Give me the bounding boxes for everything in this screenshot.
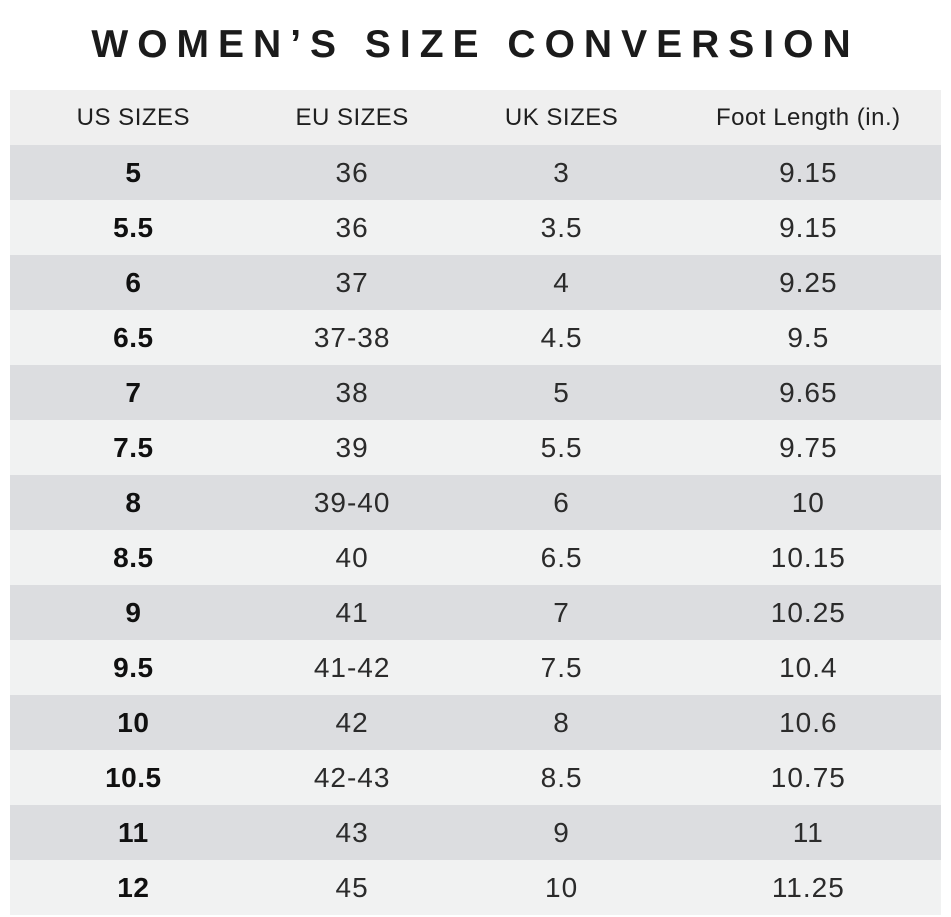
us-size-cell: 9 bbox=[10, 585, 257, 640]
uk-size-cell: 6 bbox=[447, 475, 676, 530]
eu-size-cell: 42-43 bbox=[256, 750, 448, 805]
foot-length-cell: 9.15 bbox=[675, 200, 941, 255]
us-size-cell: 9.5 bbox=[10, 640, 257, 695]
foot-length-cell: 9.65 bbox=[675, 365, 941, 420]
table-row: 10.5 42-43 8.5 10.75 bbox=[10, 750, 941, 805]
foot-length-cell: 9.75 bbox=[675, 420, 941, 475]
table-row: 8.5 40 6.5 10.15 bbox=[10, 530, 941, 585]
uk-size-cell: 8.5 bbox=[447, 750, 676, 805]
uk-size-cell: 10 bbox=[447, 860, 676, 915]
uk-size-cell: 5 bbox=[447, 365, 676, 420]
column-header-eu-sizes: EU SIZES bbox=[256, 90, 448, 145]
us-size-cell: 8 bbox=[10, 475, 257, 530]
eu-size-cell: 41 bbox=[256, 585, 448, 640]
table-row: 5.5 36 3.5 9.15 bbox=[10, 200, 941, 255]
us-size-cell: 7.5 bbox=[10, 420, 257, 475]
eu-size-cell: 39 bbox=[256, 420, 448, 475]
foot-length-cell: 10 bbox=[675, 475, 941, 530]
title-band: WOMEN’S SIZE CONVERSION bbox=[0, 0, 951, 90]
eu-size-cell: 45 bbox=[256, 860, 448, 915]
uk-size-cell: 3.5 bbox=[447, 200, 676, 255]
eu-size-cell: 37-38 bbox=[256, 310, 448, 365]
eu-size-cell: 37 bbox=[256, 255, 448, 310]
eu-size-cell: 41-42 bbox=[256, 640, 448, 695]
table-row: 9 41 7 10.25 bbox=[10, 585, 941, 640]
foot-length-cell: 9.5 bbox=[675, 310, 941, 365]
us-size-cell: 5.5 bbox=[10, 200, 257, 255]
uk-size-cell: 4.5 bbox=[447, 310, 676, 365]
table-header-row: US SIZES EU SIZES UK SIZES Foot Length (… bbox=[10, 90, 941, 145]
eu-size-cell: 36 bbox=[256, 145, 448, 200]
foot-length-cell: 10.6 bbox=[675, 695, 941, 750]
table-row: 9.5 41-42 7.5 10.4 bbox=[10, 640, 941, 695]
eu-size-cell: 36 bbox=[256, 200, 448, 255]
us-size-cell: 10.5 bbox=[10, 750, 257, 805]
column-header-foot-length: Foot Length (in.) bbox=[675, 90, 941, 145]
table-row: 10 42 8 10.6 bbox=[10, 695, 941, 750]
uk-size-cell: 7 bbox=[447, 585, 676, 640]
column-header-uk-sizes: UK SIZES bbox=[447, 90, 676, 145]
table-row: 11 43 9 11 bbox=[10, 805, 941, 860]
us-size-cell: 12 bbox=[10, 860, 257, 915]
page-title: WOMEN’S SIZE CONVERSION bbox=[91, 23, 860, 66]
foot-length-cell: 10.25 bbox=[675, 585, 941, 640]
uk-size-cell: 5.5 bbox=[447, 420, 676, 475]
foot-length-cell: 9.25 bbox=[675, 255, 941, 310]
table-row: 12 45 10 11.25 bbox=[10, 860, 941, 915]
uk-size-cell: 8 bbox=[447, 695, 676, 750]
us-size-cell: 5 bbox=[10, 145, 257, 200]
foot-length-cell: 11.25 bbox=[675, 860, 941, 915]
foot-length-cell: 9.15 bbox=[675, 145, 941, 200]
table-row: 5 36 3 9.15 bbox=[10, 145, 941, 200]
column-header-us-sizes: US SIZES bbox=[10, 90, 257, 145]
eu-size-cell: 39-40 bbox=[256, 475, 448, 530]
eu-size-cell: 38 bbox=[256, 365, 448, 420]
eu-size-cell: 43 bbox=[256, 805, 448, 860]
size-conversion-table: US SIZES EU SIZES UK SIZES Foot Length (… bbox=[10, 90, 941, 915]
uk-size-cell: 7.5 bbox=[447, 640, 676, 695]
table-row: 8 39-40 6 10 bbox=[10, 475, 941, 530]
us-size-cell: 6 bbox=[10, 255, 257, 310]
eu-size-cell: 40 bbox=[256, 530, 448, 585]
table-body: 5 36 3 9.15 5.5 36 3.5 9.15 6 37 4 9.25 … bbox=[10, 145, 941, 915]
table-row: 7 38 5 9.65 bbox=[10, 365, 941, 420]
foot-length-cell: 10.15 bbox=[675, 530, 941, 585]
uk-size-cell: 6.5 bbox=[447, 530, 676, 585]
us-size-cell: 7 bbox=[10, 365, 257, 420]
us-size-cell: 6.5 bbox=[10, 310, 257, 365]
foot-length-cell: 11 bbox=[675, 805, 941, 860]
table-row: 6.5 37-38 4.5 9.5 bbox=[10, 310, 941, 365]
foot-length-cell: 10.75 bbox=[675, 750, 941, 805]
foot-length-cell: 10.4 bbox=[675, 640, 941, 695]
uk-size-cell: 4 bbox=[447, 255, 676, 310]
table-row: 6 37 4 9.25 bbox=[10, 255, 941, 310]
uk-size-cell: 3 bbox=[447, 145, 676, 200]
table-row: 7.5 39 5.5 9.75 bbox=[10, 420, 941, 475]
us-size-cell: 8.5 bbox=[10, 530, 257, 585]
us-size-cell: 11 bbox=[10, 805, 257, 860]
eu-size-cell: 42 bbox=[256, 695, 448, 750]
us-size-cell: 10 bbox=[10, 695, 257, 750]
uk-size-cell: 9 bbox=[447, 805, 676, 860]
